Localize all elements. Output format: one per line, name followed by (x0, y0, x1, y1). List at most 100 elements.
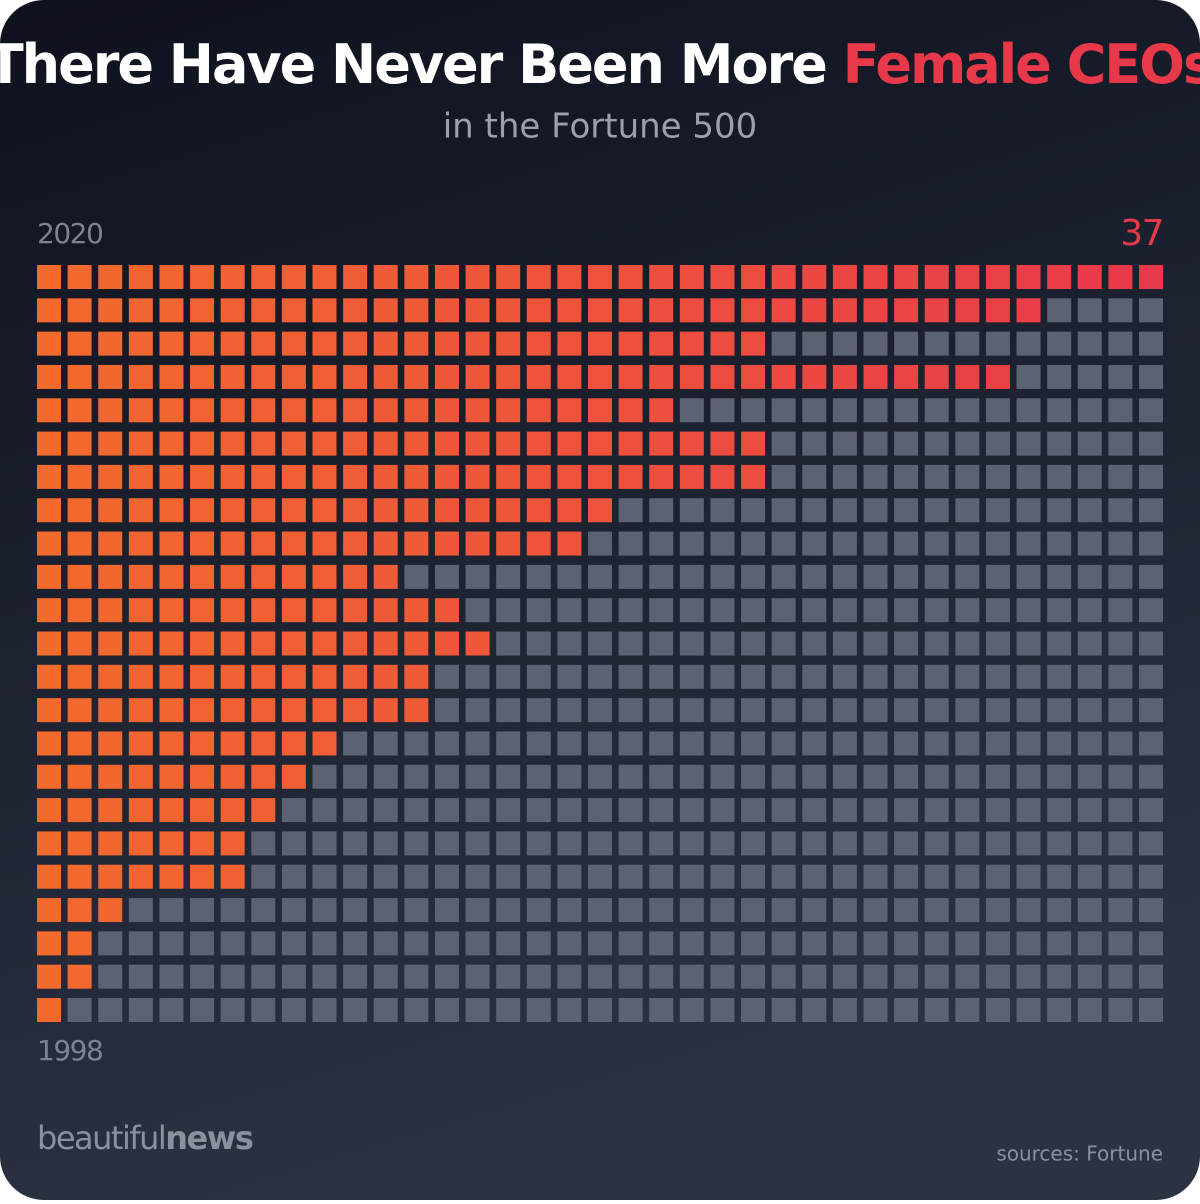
unit-empty (741, 398, 766, 423)
unit-filled (312, 464, 337, 489)
unit-filled (649, 398, 674, 423)
unit-empty (618, 964, 643, 989)
unit-empty (924, 498, 949, 523)
unit-empty (526, 698, 551, 723)
unit-filled (67, 631, 92, 656)
unit-empty (985, 864, 1010, 889)
unit-filled (37, 698, 61, 723)
unit-filled (373, 598, 398, 623)
unit-empty (526, 798, 551, 823)
year-row (37, 431, 1163, 456)
unit-filled (373, 431, 398, 456)
unit-empty (312, 998, 337, 1022)
unit-empty (281, 898, 306, 923)
unit-filled (190, 331, 215, 356)
unit-filled (343, 265, 368, 289)
unit-empty (465, 864, 490, 889)
unit-filled (312, 431, 337, 456)
unit-filled (343, 298, 368, 323)
unit-empty (863, 331, 888, 356)
unit-empty (985, 898, 1010, 923)
unit-filled (1139, 265, 1163, 289)
unit-filled (281, 698, 306, 723)
unit-empty (281, 931, 306, 956)
unit-filled (37, 564, 61, 589)
unit-empty (281, 831, 306, 856)
unit-empty (741, 931, 766, 956)
unit-filled (159, 398, 184, 423)
unit-empty (894, 764, 919, 789)
unit-empty (1108, 731, 1133, 756)
unit-empty (894, 831, 919, 856)
unit-empty (955, 831, 980, 856)
unit-empty (128, 898, 153, 923)
unit-empty (955, 631, 980, 656)
unit-empty (618, 931, 643, 956)
unit-empty (588, 698, 612, 723)
unit-empty (159, 898, 184, 923)
unit-filled (802, 298, 827, 323)
unit-empty (312, 931, 337, 956)
unit-filled (588, 464, 612, 489)
unit-empty (557, 964, 582, 989)
unit-empty (679, 598, 704, 623)
unit-empty (465, 564, 490, 589)
unit-empty (1016, 698, 1041, 723)
unit-empty (1047, 398, 1072, 423)
unit-empty (343, 764, 368, 789)
unit-empty (434, 864, 459, 889)
unit-empty (679, 698, 704, 723)
unit-empty (1047, 498, 1072, 523)
unit-empty (1139, 364, 1163, 389)
unit-empty (557, 798, 582, 823)
unit-empty (373, 731, 398, 756)
unit-empty (985, 564, 1010, 589)
brand: beautifulnews (37, 1119, 253, 1157)
unit-empty (985, 464, 1010, 489)
brand-light: beautiful (37, 1119, 165, 1157)
unit-filled (557, 364, 582, 389)
unit-filled (67, 664, 92, 689)
unit-empty (1077, 731, 1102, 756)
unit-empty (465, 831, 490, 856)
unit-empty (771, 398, 796, 423)
unit-filled (618, 265, 643, 289)
unit-filled (37, 898, 61, 923)
unit-filled (37, 664, 61, 689)
unit-empty (526, 564, 551, 589)
unit-empty (404, 764, 429, 789)
unit-filled (649, 298, 674, 323)
unit-empty (802, 798, 827, 823)
unit-empty (832, 831, 857, 856)
unit-empty (1139, 831, 1163, 856)
unit-empty (955, 998, 980, 1022)
unit-empty (710, 498, 735, 523)
unit-filled (128, 398, 153, 423)
unit-filled (618, 331, 643, 356)
unit-empty (465, 598, 490, 623)
unit-filled (37, 764, 61, 789)
unit-empty (1047, 964, 1072, 989)
unit-empty (526, 598, 551, 623)
unit-empty (649, 931, 674, 956)
unit-filled (343, 431, 368, 456)
unit-empty (649, 698, 674, 723)
unit-filled (985, 265, 1010, 289)
unit-empty (771, 431, 796, 456)
unit-filled (710, 265, 735, 289)
unit-filled (496, 331, 521, 356)
unit-empty (1077, 964, 1102, 989)
unit-filled (373, 464, 398, 489)
unit-filled (343, 598, 368, 623)
unit-empty (741, 498, 766, 523)
unit-filled (924, 364, 949, 389)
unit-empty (465, 964, 490, 989)
unit-filled (281, 498, 306, 523)
unit-filled (67, 564, 92, 589)
unit-empty (985, 698, 1010, 723)
unit-empty (863, 531, 888, 556)
unit-empty (1047, 631, 1072, 656)
unit-filled (98, 331, 123, 356)
unit-filled (98, 398, 123, 423)
unit-empty (771, 998, 796, 1022)
